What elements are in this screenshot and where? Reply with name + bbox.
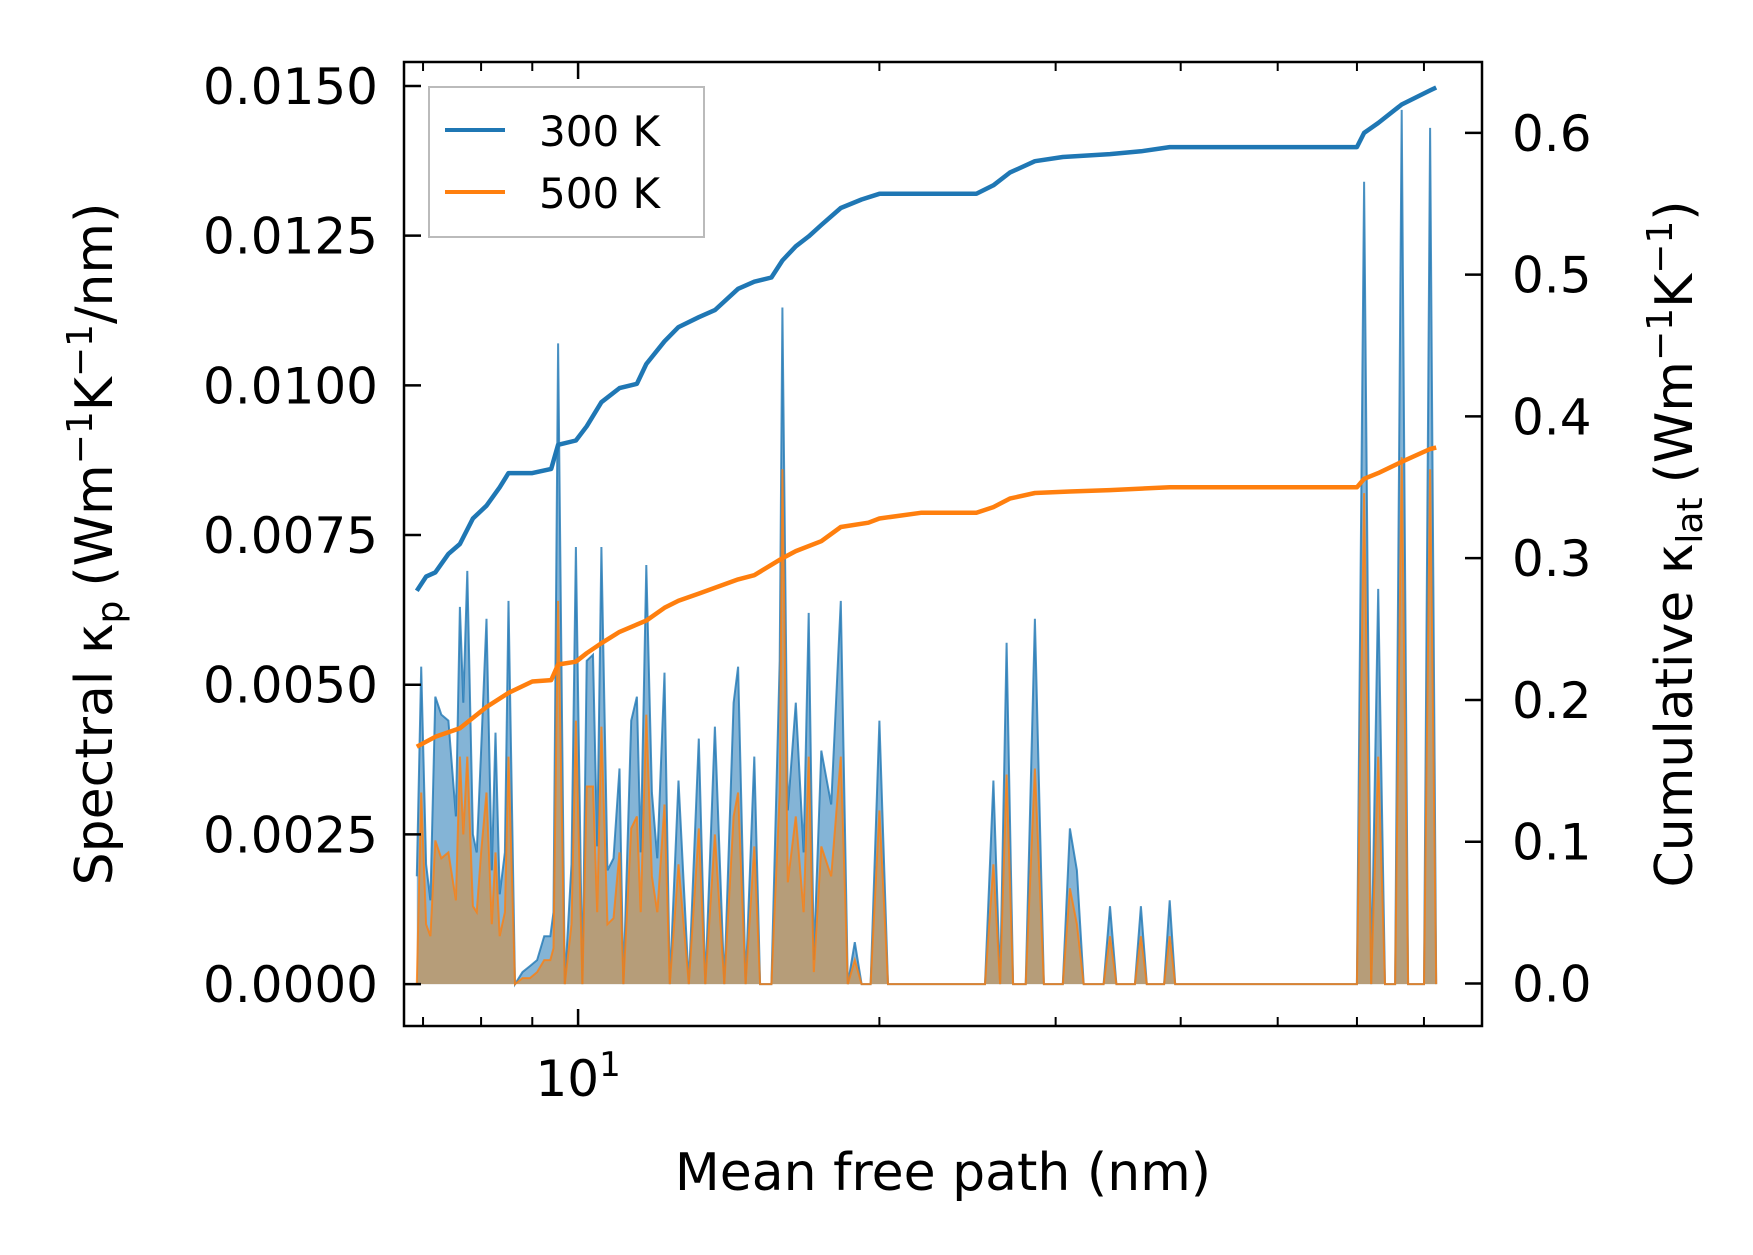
y-left-tick-label: 0.0125 [203, 208, 378, 266]
y-right-tick-label: 0.0 [1512, 955, 1592, 1013]
x-axis-label: Mean free path (nm) [675, 1143, 1211, 1203]
y-left-tick-label: 0.0025 [203, 806, 378, 864]
spectral-fills [415, 109, 1438, 988]
y-right-tick-label: 0.4 [1512, 388, 1592, 446]
y-right-tick-label: 0.6 [1512, 105, 1592, 163]
legend-box [428, 86, 705, 238]
legend-label-500k: 500 K [539, 169, 662, 218]
cumulative-line-300k [414, 85, 1438, 593]
y-right-tick-label: 0.3 [1512, 530, 1592, 588]
axis-ticks: 0.00000.00250.00500.00750.01000.01250.01… [203, 58, 1591, 1108]
legend: 300 K 500 K [428, 86, 705, 238]
y-left-tick-label: 0.0000 [203, 956, 378, 1014]
x-major-tick-label: 101 [535, 1045, 620, 1108]
y-left-tick-label: 0.0075 [203, 507, 378, 565]
y-right-tick-label: 0.2 [1512, 672, 1592, 730]
data-lines [414, 85, 1438, 749]
y-right-tick-label: 0.1 [1512, 814, 1592, 872]
y-left-tick-label: 0.0050 [203, 657, 378, 715]
y-axis-label-right: Cumulative κlat(Wm−1K−1) [1640, 200, 1711, 887]
plot-frame [402, 60, 1484, 1028]
legend-label-300k: 300 K [539, 107, 662, 156]
spectral-line-500k [415, 457, 1438, 987]
y-axis-label-left: Spectral κp(Wm−1K−1/nm) [60, 203, 131, 886]
y-left-tick-label: 0.0150 [203, 58, 378, 116]
y-right-tick-label: 0.5 [1512, 247, 1592, 305]
spectral-line-300k [415, 109, 1438, 988]
cumulative-line-500k [415, 445, 1437, 749]
y-left-tick-label: 0.0100 [203, 357, 378, 415]
